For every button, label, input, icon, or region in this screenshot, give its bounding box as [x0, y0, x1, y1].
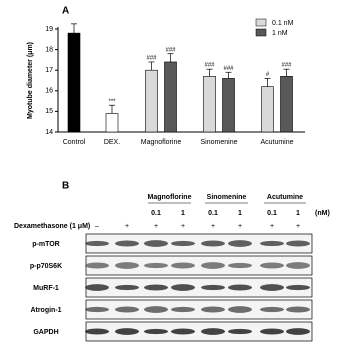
blot-band: [144, 284, 168, 291]
blot-band: [171, 262, 195, 269]
treatment-sign: +: [296, 223, 300, 230]
x-tick-label: Magnoflorine: [141, 139, 182, 146]
dose-label: 1: [181, 210, 185, 217]
protein-label: MuRF-1: [33, 285, 59, 292]
blot-band: [228, 306, 252, 313]
dose-label: 1: [296, 210, 300, 217]
legend-label: 1 nM: [272, 30, 288, 37]
blot-band: [260, 284, 284, 291]
significance-label: #: [266, 72, 270, 78]
blot-band: [228, 262, 252, 269]
protein-label: GAPDH: [33, 329, 58, 336]
dose-label: 0.1: [208, 210, 218, 217]
blot-band: [286, 328, 310, 335]
blot-band: [286, 240, 310, 247]
x-tick-label: Sinomenine: [201, 139, 238, 146]
group-label: Acutumine: [267, 194, 303, 201]
y-tick-label: 18: [45, 46, 53, 53]
treatment-sign: –: [95, 223, 99, 230]
panel-label: A: [62, 6, 69, 17]
bar: [67, 32, 81, 133]
blot-band: [286, 284, 310, 291]
bar: [145, 69, 158, 133]
blot-band: [144, 240, 168, 247]
blot-band: [115, 284, 139, 291]
blot-band: [144, 262, 168, 269]
panel-label: B: [62, 181, 69, 192]
blot-band: [144, 328, 168, 335]
blot-band: [115, 328, 139, 335]
blot-band: [260, 328, 284, 335]
significance-label: ###: [146, 56, 157, 62]
bar: [280, 76, 293, 133]
significance-label: ###: [165, 47, 176, 53]
blot-band: [171, 240, 195, 247]
legend-swatch: [255, 18, 267, 27]
significance-label: ***: [108, 99, 116, 105]
blot-band: [201, 240, 225, 247]
x-tick-label: DEX.: [104, 139, 120, 146]
blot-band: [171, 284, 195, 291]
blot-band: [85, 262, 109, 269]
y-tick-label: 17: [45, 67, 53, 74]
dose-label: 0.1: [267, 210, 277, 217]
blot-band: [85, 284, 109, 291]
x-tick-label: Acutumine: [260, 139, 293, 146]
blot-band: [201, 284, 225, 291]
blot-band: [144, 306, 168, 313]
blot-band: [228, 328, 252, 335]
y-tick-label: 16: [45, 88, 53, 95]
protein-label: p-p70S6K: [30, 263, 62, 270]
treatment-sign: +: [270, 223, 274, 230]
dose-label: 1: [238, 210, 242, 217]
bar: [261, 86, 274, 133]
blot-band: [228, 284, 252, 291]
treatment-label: Dexamethasone (1 μM): [14, 223, 90, 230]
x-tick-label: Control: [63, 139, 86, 146]
dose-label: 0.1: [151, 210, 161, 217]
blot-band: [260, 262, 284, 269]
treatment-sign: +: [181, 223, 185, 230]
group-label: Magnoflorine: [148, 194, 192, 201]
significance-label: ###: [281, 63, 292, 69]
blot-band: [286, 306, 310, 313]
legend-label: 0.1 nM: [272, 20, 294, 27]
bar: [105, 113, 119, 133]
blot-band: [85, 306, 109, 313]
y-tick-label: 15: [45, 108, 53, 115]
treatment-sign: +: [154, 223, 158, 230]
group-label: Sinomenine: [207, 194, 247, 201]
y-tick-label: 14: [45, 129, 53, 136]
blot-band: [115, 240, 139, 247]
blot-band: [286, 262, 310, 269]
treatment-sign: +: [238, 223, 242, 230]
significance-label: ###: [223, 66, 234, 72]
protein-label: Atrogin-1: [30, 307, 61, 314]
blot-band: [85, 240, 109, 247]
blot-band: [201, 306, 225, 313]
blot-band: [201, 262, 225, 269]
protein-label: p-mTOR: [32, 241, 59, 248]
blot-band: [115, 262, 139, 269]
blot-band: [171, 328, 195, 335]
significance-label: ###: [204, 63, 215, 69]
y-axis-label: Myotube diameter (μm): [27, 42, 34, 119]
treatment-sign: +: [211, 223, 215, 230]
unit-label: (nM): [315, 210, 330, 217]
y-tick-label: 19: [45, 26, 53, 33]
blot-band: [201, 328, 225, 335]
blot-band: [260, 306, 284, 313]
bar: [203, 76, 216, 133]
bar: [222, 78, 235, 133]
blot-band: [85, 328, 109, 335]
blot-band: [260, 240, 284, 247]
blot-band: [115, 306, 139, 313]
bar: [164, 61, 177, 133]
blot-band: [171, 306, 195, 313]
blot-band: [228, 240, 252, 247]
treatment-sign: +: [125, 223, 129, 230]
legend-swatch: [255, 28, 267, 37]
